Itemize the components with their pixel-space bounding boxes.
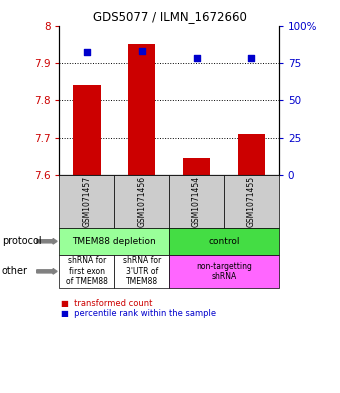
Text: GDS5077 / ILMN_1672660: GDS5077 / ILMN_1672660 [93,10,247,23]
Bar [238,134,265,175]
Text: GSM1071455: GSM1071455 [247,176,256,227]
Text: GSM1071457: GSM1071457 [82,176,91,227]
Text: protocol: protocol [2,236,41,246]
Bar [128,44,155,175]
Point [84,49,90,55]
Text: TMEM88 depletion: TMEM88 depletion [72,237,156,246]
Text: other: other [2,266,28,276]
Bar [183,158,210,175]
Bar [73,85,101,175]
Text: control: control [208,237,240,246]
Text: GSM1071456: GSM1071456 [137,176,146,227]
Text: GSM1071454: GSM1071454 [192,176,201,227]
Text: ■  transformed count: ■ transformed count [61,299,153,308]
Point [249,55,254,62]
Text: ■  percentile rank within the sample: ■ percentile rank within the sample [61,309,216,318]
Point [139,48,144,54]
Point [194,55,199,62]
Text: non-targetting
shRNA: non-targetting shRNA [196,262,252,281]
Text: shRNA for
first exon
of TMEM88: shRNA for first exon of TMEM88 [66,257,108,286]
Text: shRNA for
3'UTR of
TMEM88: shRNA for 3'UTR of TMEM88 [123,257,161,286]
